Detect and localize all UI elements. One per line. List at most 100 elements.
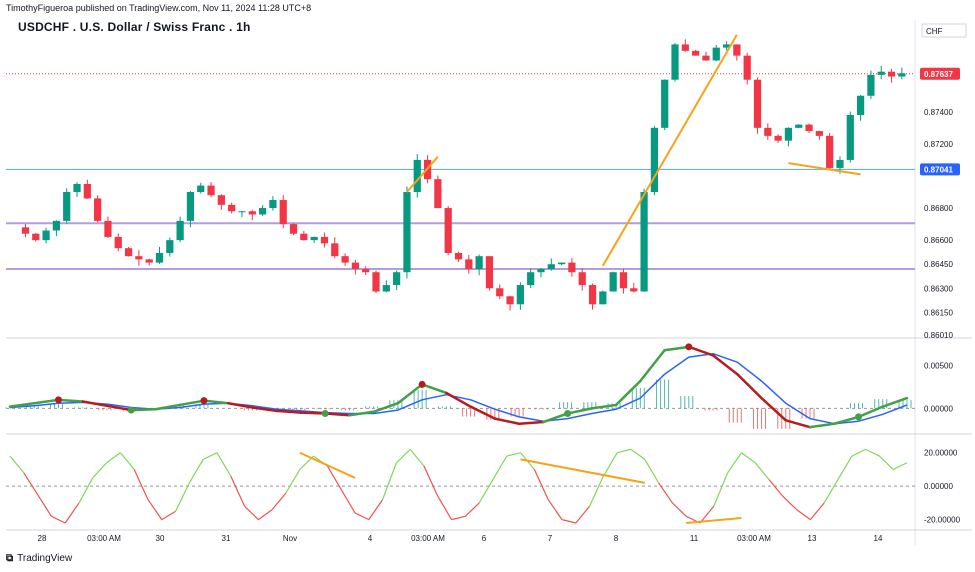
- candle: [681, 39, 689, 52]
- candle: [599, 290, 607, 305]
- macd-y-tick-label: 0.00000: [924, 404, 953, 413]
- oscillator-segment: [589, 475, 604, 507]
- candle-body: [351, 262, 360, 270]
- candle: [289, 223, 298, 236]
- candle-body: [362, 269, 370, 273]
- macd-line-segment: [81, 400, 109, 408]
- candle: [454, 251, 463, 262]
- candle-body: [454, 252, 463, 260]
- x-tick-label: 03:00 AM: [737, 534, 771, 543]
- oscillator-segment: [837, 455, 853, 480]
- oscillator-segment: [823, 479, 839, 504]
- cross-up-dot: [855, 413, 863, 421]
- oscillator-segment: [658, 482, 673, 504]
- candle: [42, 227, 50, 244]
- candle: [588, 283, 597, 310]
- x-tick-label: 31: [222, 534, 231, 543]
- x-tick-label: 03:00 AM: [411, 534, 445, 543]
- candle-body: [176, 220, 184, 241]
- currency-label: CHF: [926, 27, 943, 36]
- candle-body: [753, 79, 762, 128]
- macd-line-segment: [663, 345, 691, 352]
- oscillator-segment: [506, 452, 521, 457]
- candle: [217, 194, 225, 210]
- candle-body: [846, 115, 854, 160]
- cross-down-dot: [685, 343, 693, 351]
- oscillator-segment: [64, 502, 80, 524]
- osc-trend-line: [520, 458, 645, 484]
- candle-body: [331, 243, 339, 257]
- candle: [733, 44, 741, 61]
- macd-line-segment: [469, 405, 497, 420]
- macd-line-segment: [736, 372, 763, 400]
- oscillator-segment: [354, 512, 370, 521]
- candle-body: [207, 185, 215, 196]
- candle-body: [145, 259, 153, 263]
- candle-body: [516, 285, 524, 305]
- candle: [372, 270, 380, 293]
- candle-body: [114, 236, 122, 249]
- oscillator-segment: [561, 519, 576, 524]
- macd-line-segment: [226, 401, 254, 409]
- oscillator-segment: [699, 505, 715, 524]
- oscillator-segment: [258, 509, 273, 521]
- candle-body: [166, 240, 174, 253]
- candle: [702, 51, 710, 62]
- candle: [362, 266, 370, 276]
- candle-body: [403, 192, 411, 273]
- candle: [692, 49, 700, 56]
- price-tag: [920, 67, 960, 80]
- candle-body: [238, 211, 246, 213]
- candle-body: [877, 71, 885, 75]
- candle: [619, 268, 628, 294]
- candle: [228, 202, 236, 214]
- x-tick-label: 03:00 AM: [87, 534, 121, 543]
- candle-body: [867, 74, 875, 96]
- candle-body: [547, 264, 555, 270]
- oscillator-segment: [23, 472, 39, 495]
- candle-body: [733, 44, 741, 56]
- macd-line-segment: [566, 407, 594, 415]
- candle-body: [578, 272, 586, 286]
- candle-body: [320, 236, 329, 244]
- oscillator-segment: [188, 459, 204, 484]
- osc-y-tick-label: 20.00000: [924, 449, 958, 458]
- candle: [207, 182, 215, 198]
- macd-line-segment: [57, 398, 84, 403]
- candle: [279, 195, 287, 229]
- candle-body: [73, 183, 81, 193]
- macd-line-segment: [590, 403, 618, 410]
- candle: [784, 127, 793, 147]
- candle: [568, 258, 576, 277]
- candle-body: [258, 208, 267, 215]
- macd-line-segment: [202, 399, 230, 405]
- candle: [805, 123, 813, 133]
- candle: [753, 77, 762, 134]
- oscillator-segment: [865, 448, 880, 457]
- y-tick-label: 0.86450: [924, 260, 953, 269]
- macd-line-segment: [129, 407, 157, 412]
- oscillator-segment: [575, 505, 591, 524]
- candle: [269, 196, 277, 211]
- oscillator-segment: [326, 465, 342, 490]
- oscillator-segment: [768, 479, 784, 497]
- y-tick-label: 0.86600: [924, 236, 953, 245]
- oscillator-segment: [395, 448, 411, 464]
- candle-body: [692, 50, 700, 56]
- price-tag: [920, 163, 960, 176]
- candle-body: [186, 192, 195, 221]
- candle: [166, 237, 174, 257]
- oscillator-segment: [37, 494, 52, 517]
- macd-line-segment: [857, 405, 885, 419]
- candle: [867, 70, 875, 99]
- candle-body: [588, 285, 597, 305]
- candle: [444, 205, 452, 256]
- macd-line-segment: [154, 403, 181, 411]
- cross-down-dot: [200, 397, 208, 405]
- candle: [155, 246, 164, 264]
- candle-body: [856, 95, 865, 116]
- candle-body: [42, 230, 50, 241]
- candle-body: [764, 127, 772, 136]
- macd-line-segment: [178, 399, 206, 407]
